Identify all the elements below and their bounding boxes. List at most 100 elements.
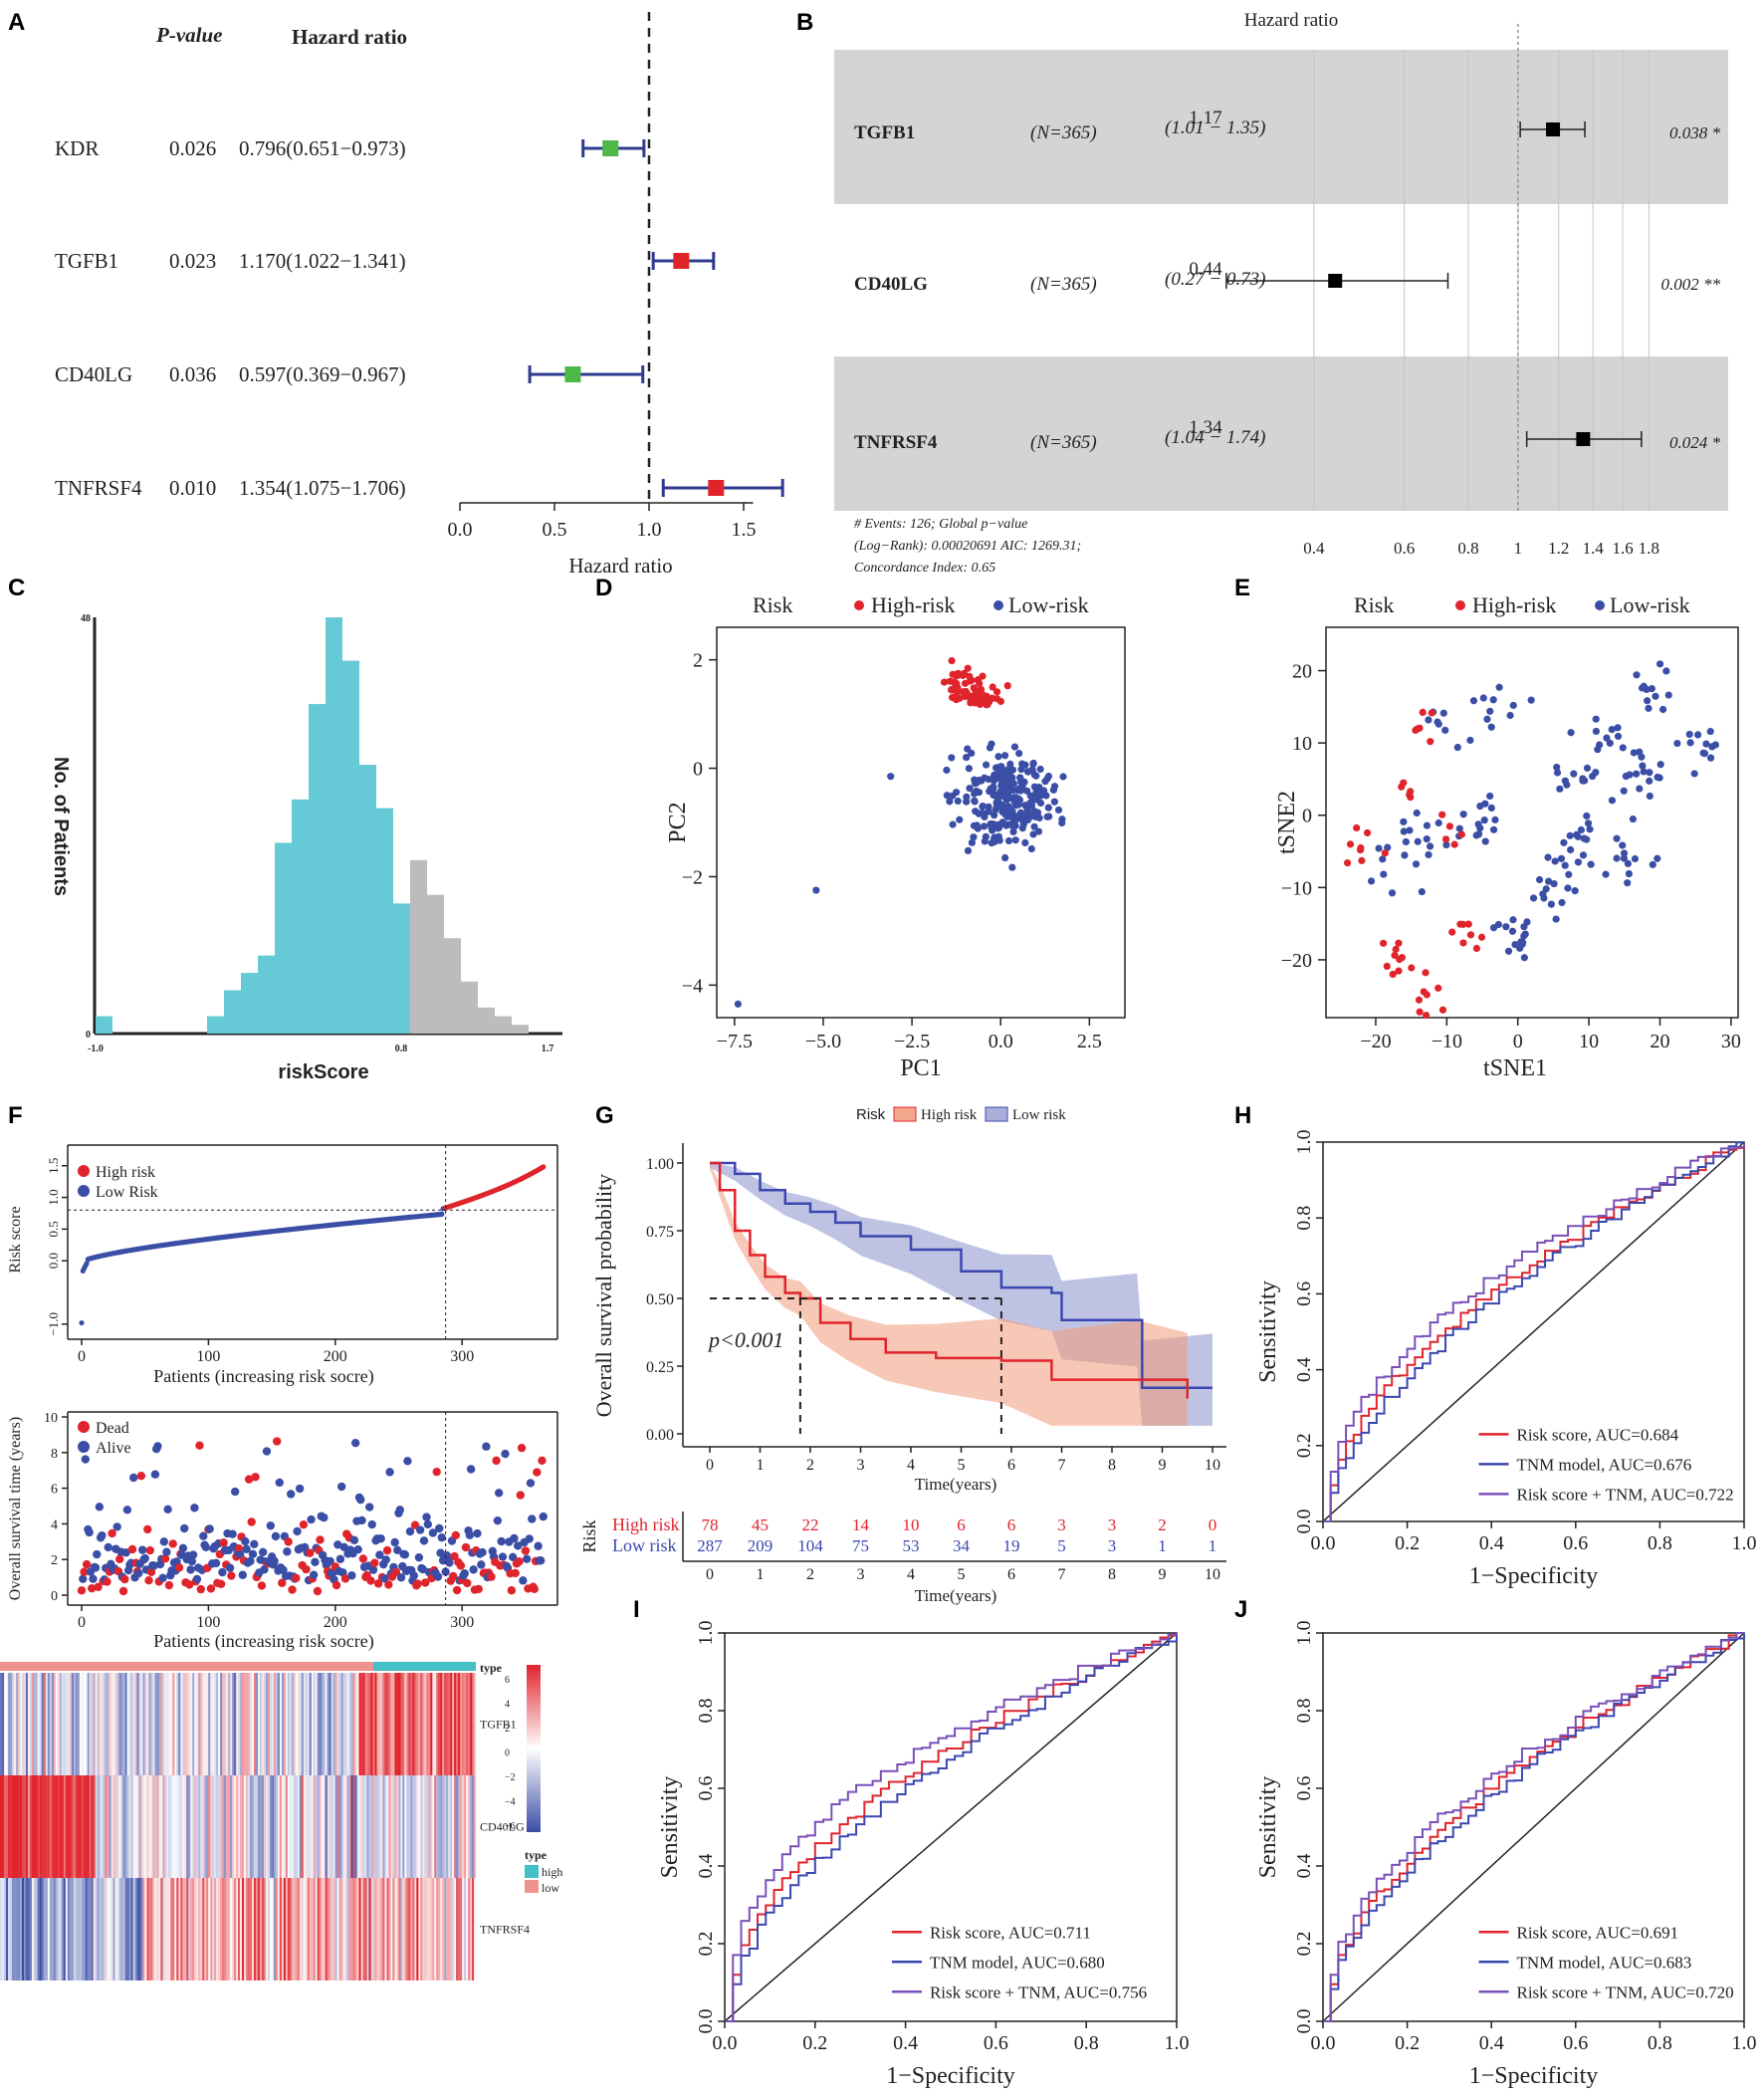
heat-cell xyxy=(122,1878,125,1980)
heat-cell xyxy=(454,1673,457,1775)
heat-cell xyxy=(390,1673,393,1775)
heat-cell xyxy=(59,1878,62,1980)
heat-cell xyxy=(29,1878,32,1980)
scale-label: −2 xyxy=(505,1772,516,1783)
point-low xyxy=(1010,743,1019,751)
heat-cell xyxy=(436,1673,439,1775)
heat-cell xyxy=(132,1878,135,1980)
tick-label: 0 xyxy=(706,1566,714,1583)
point-low xyxy=(973,787,981,796)
point-low xyxy=(946,798,954,806)
point-alive xyxy=(422,1513,431,1521)
heat-cell xyxy=(35,1673,38,1775)
heat-cell xyxy=(134,1673,137,1775)
heat-cell xyxy=(138,1878,141,1980)
table-cell: 2 xyxy=(1158,1515,1167,1534)
heat-cell xyxy=(114,1775,117,1878)
point-alive xyxy=(211,1558,221,1568)
heat-cell xyxy=(458,1775,461,1878)
heat-cell xyxy=(21,1775,25,1878)
point-alive xyxy=(225,1563,235,1572)
heat-cell xyxy=(124,1775,127,1878)
heat-cell xyxy=(63,1673,66,1775)
heat-cell xyxy=(305,1775,308,1878)
heat-cell xyxy=(99,1878,102,1980)
point-low xyxy=(1565,870,1573,878)
point-high xyxy=(976,687,984,695)
point-low xyxy=(1564,884,1572,892)
hr-marker xyxy=(602,140,619,156)
point-alive xyxy=(526,1479,536,1488)
point-low xyxy=(1644,697,1652,705)
n-label: (N=365) xyxy=(1030,122,1097,143)
tick-label: 0.6 xyxy=(1293,1776,1315,1801)
point-low xyxy=(987,785,994,793)
point-low xyxy=(1495,683,1503,691)
heat-cell xyxy=(93,1878,96,1980)
heat-cell xyxy=(406,1775,409,1878)
point-low xyxy=(1011,816,1019,824)
heat-cell xyxy=(448,1878,451,1980)
point-low xyxy=(1520,954,1528,962)
point-low xyxy=(1509,916,1517,924)
table-title: Risk xyxy=(579,1519,599,1552)
heat-cell xyxy=(107,1775,110,1878)
legend-label: Risk score + TNM, AUC=0.722 xyxy=(1517,1485,1734,1504)
heat-cell xyxy=(285,1775,288,1878)
legend-label: Risk score + TNM, AUC=0.756 xyxy=(930,1982,1147,2001)
point-low xyxy=(1044,804,1052,812)
point-low xyxy=(1002,821,1010,829)
heat-cell xyxy=(281,1878,284,1980)
point-low xyxy=(1608,726,1616,734)
heat-cell xyxy=(307,1878,310,1980)
table-row-label: High risk xyxy=(612,1514,680,1534)
heat-cell xyxy=(192,1673,195,1775)
point-low xyxy=(1486,707,1494,715)
point-alive xyxy=(415,1525,425,1534)
point-low xyxy=(1479,694,1487,702)
point-alive xyxy=(81,1455,91,1464)
gene-label: TNFRSF4 xyxy=(480,1923,530,1937)
heat-cell xyxy=(105,1673,108,1775)
table-cell: 75 xyxy=(852,1536,869,1555)
heat-cell xyxy=(39,1878,42,1980)
heat-cell xyxy=(332,1878,335,1980)
point-low xyxy=(1487,723,1495,731)
heat-cell xyxy=(321,1878,324,1980)
hist-bar xyxy=(342,660,359,1034)
heat-cell xyxy=(452,1878,455,1980)
tick-label: 10 xyxy=(1205,1566,1220,1583)
heat-cell xyxy=(352,1878,355,1980)
roc-curve xyxy=(1323,1633,1745,2022)
heat-cell xyxy=(319,1673,322,1775)
heat-cell xyxy=(372,1673,375,1775)
heat-cell xyxy=(85,1878,88,1980)
heat-cell xyxy=(23,1878,26,1980)
point-low xyxy=(1706,727,1714,736)
point-high xyxy=(979,672,987,680)
tick-label: 0.2 xyxy=(802,2032,827,2054)
point-low xyxy=(982,832,990,840)
point-dead xyxy=(185,1580,194,1589)
tick-label: 0.5 xyxy=(543,519,567,541)
tick-label: 100 xyxy=(196,1614,220,1631)
gene-label: CD40LG xyxy=(480,1820,525,1834)
point-low xyxy=(1509,701,1517,709)
heat-cell xyxy=(247,1673,251,1775)
heat-cell xyxy=(430,1673,433,1775)
point-alive xyxy=(246,1556,255,1566)
heat-cell xyxy=(210,1878,213,1980)
tick-label: 4 xyxy=(907,1457,915,1474)
tick-label: 1 xyxy=(757,1457,765,1474)
heat-cell xyxy=(5,1775,9,1878)
point-alive xyxy=(178,1543,188,1553)
axis-label: Time(years) xyxy=(915,1475,996,1494)
ci-text: (1.01 − 1.35) xyxy=(1165,117,1265,138)
heat-cell xyxy=(444,1775,447,1878)
point-alive xyxy=(79,1574,88,1583)
point-low xyxy=(1608,797,1617,805)
heat-cell xyxy=(321,1673,324,1775)
heat-cell xyxy=(79,1775,82,1878)
heat-cell xyxy=(9,1878,13,1980)
tick-label: 1.0 xyxy=(1732,2032,1757,2054)
